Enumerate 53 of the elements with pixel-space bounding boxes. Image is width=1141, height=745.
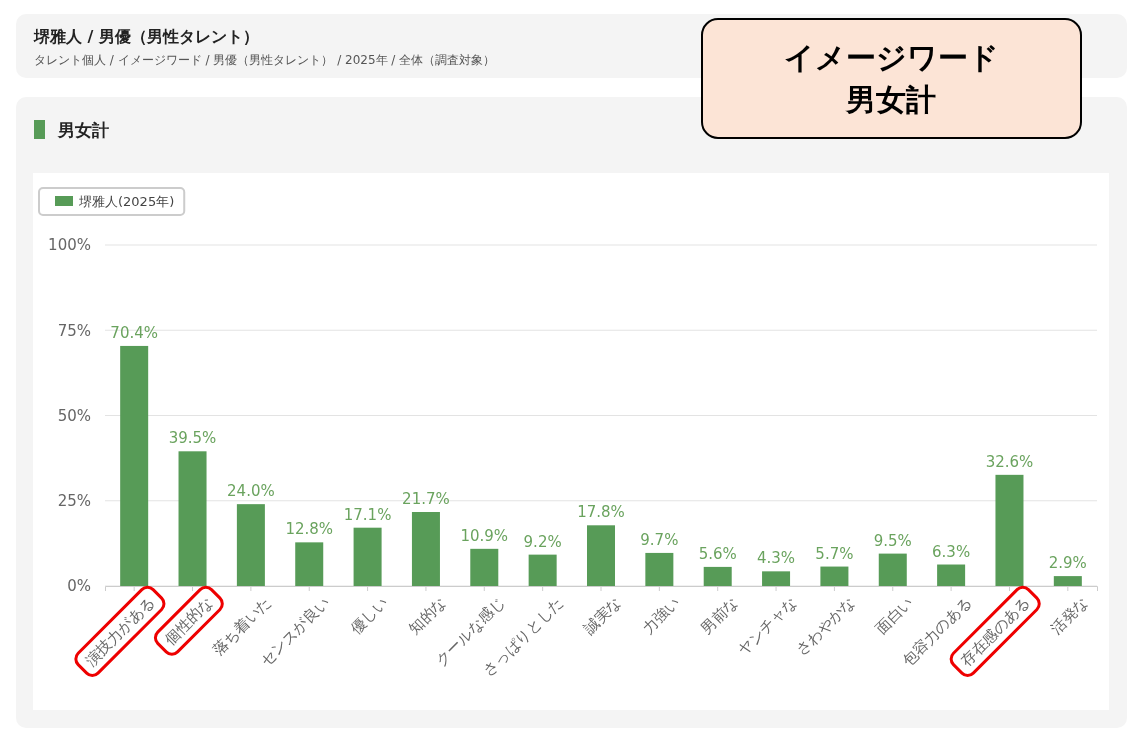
legend-label: 堺雅人(2025年) <box>78 194 175 209</box>
x-tick-label: 誠実な <box>580 593 625 638</box>
bar <box>995 474 1024 586</box>
x-tick-label: 面白い <box>872 593 917 638</box>
data-label: 24.0% <box>227 482 275 501</box>
x-tick-label: 活発な <box>1047 593 1092 638</box>
y-tick-label: 75% <box>57 321 91 340</box>
bar <box>528 554 557 586</box>
bar <box>1053 576 1082 586</box>
data-label: 17.8% <box>577 503 625 522</box>
bar <box>295 542 324 586</box>
bar <box>762 571 791 586</box>
chart-subtitle: タレント個人 / イメージワード / 男優（男性タレント） / 2025年 / 全体（調査対象） <box>34 53 496 67</box>
bar <box>470 548 499 586</box>
data-label: 32.6% <box>985 452 1034 471</box>
data-label: 9.7% <box>640 530 679 549</box>
data-label: 39.5% <box>168 429 217 448</box>
data-label: 9.2% <box>523 532 562 551</box>
bar <box>178 451 207 586</box>
y-tick-label: 25% <box>57 492 91 511</box>
data-label: 2.9% <box>1048 554 1087 573</box>
x-tick-label: 優しい <box>346 593 392 638</box>
data-label: 5.7% <box>815 544 854 563</box>
bar <box>820 566 849 586</box>
text: 男女計 <box>845 82 936 117</box>
data-label: 21.7% <box>402 490 450 508</box>
text: イメージワード <box>783 40 999 75</box>
bar <box>878 553 907 586</box>
y-tick-label: 50% <box>57 406 91 425</box>
data-label: 5.6% <box>698 544 737 563</box>
data-label: 9.5% <box>873 531 912 550</box>
y-tick-label: 0% <box>67 577 91 596</box>
data-label: 70.4% <box>110 323 158 342</box>
x-tick-label: 演技力がある <box>81 593 159 670</box>
x-tick-label: 力強い <box>638 593 684 638</box>
data-label: 10.9% <box>460 526 509 545</box>
bar <box>120 345 149 586</box>
bar <box>236 504 265 586</box>
data-label: 6.3% <box>932 542 971 561</box>
bar <box>645 552 674 586</box>
chart-title: 堺雅人 / 男優（男性タレント） <box>33 27 259 46</box>
data-label: 4.3% <box>757 549 796 568</box>
data-label: 12.8% <box>285 520 334 539</box>
bar <box>703 566 732 586</box>
bar <box>937 564 966 586</box>
bar <box>587 525 615 586</box>
x-tick-label: 男前な <box>697 593 742 638</box>
bar <box>353 527 382 586</box>
data-label: 17.1% <box>343 505 392 524</box>
x-tick-label: 知的な <box>405 593 450 638</box>
bar <box>411 512 440 586</box>
y-tick-label: 100% <box>48 236 91 255</box>
text: 男女計 <box>57 120 109 140</box>
